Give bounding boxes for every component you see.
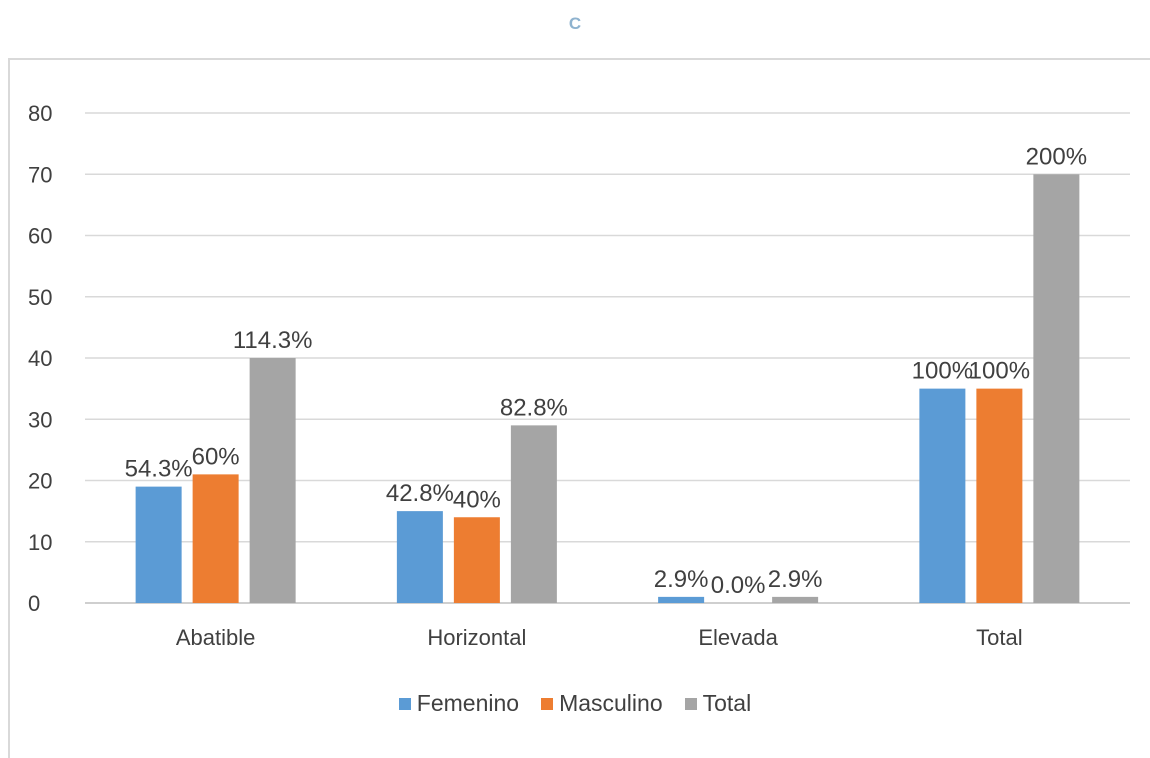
legend-item-femenino: Femenino [398,690,520,717]
bar [135,486,182,603]
y-tick-label: 30 [28,407,52,432]
bar [192,474,239,603]
data-label: 100% [969,358,1030,385]
chart-top-letter: C [568,14,582,33]
chart-frame [8,58,1150,758]
legend: Femenino Masculino Total [0,690,1150,717]
legend-item-masculino: Masculino [541,690,663,717]
x-category-label: Elevada [698,625,778,650]
bar [772,596,819,603]
legend-item-total: Total [684,690,752,717]
data-label: 54.3% [125,456,193,483]
bar [249,358,296,603]
bar [976,388,1023,603]
y-tick-label: 10 [28,530,52,555]
data-label: 82.8% [500,394,568,421]
y-tick-label: 20 [28,469,52,494]
data-label: 100% [912,358,973,385]
bar [1033,174,1080,603]
data-label: 40% [453,486,501,513]
legend-swatch-masculino [541,697,554,710]
y-tick-label: 40 [28,346,52,371]
y-tick-label: 50 [28,285,52,310]
bar [658,596,705,603]
legend-label-masculino: Masculino [559,690,663,716]
bar [453,517,500,603]
data-label: 2.9% [768,566,823,593]
data-label: 2.9% [654,566,709,593]
data-label: 0.0% [711,572,766,599]
y-tick-label: 80 [28,101,52,126]
bar [919,388,966,603]
legend-label-femenino: Femenino [416,690,520,716]
data-label: 200% [1026,143,1087,170]
y-tick-label: 60 [28,224,52,249]
bar [396,511,443,603]
legend-label-total: Total [702,690,752,716]
legend-swatch-total [684,697,697,710]
data-label: 42.8% [386,480,454,507]
y-tick-label: 70 [28,162,52,187]
x-category-label: Total [976,625,1022,650]
data-label: 60% [192,443,240,470]
legend-swatch-femenino [398,697,411,710]
x-category-label: Horizontal [427,625,526,650]
data-label: 114.3% [233,327,313,354]
x-category-label: Abatible [176,625,256,650]
bar [510,425,557,603]
y-tick-label: 0 [28,591,40,616]
